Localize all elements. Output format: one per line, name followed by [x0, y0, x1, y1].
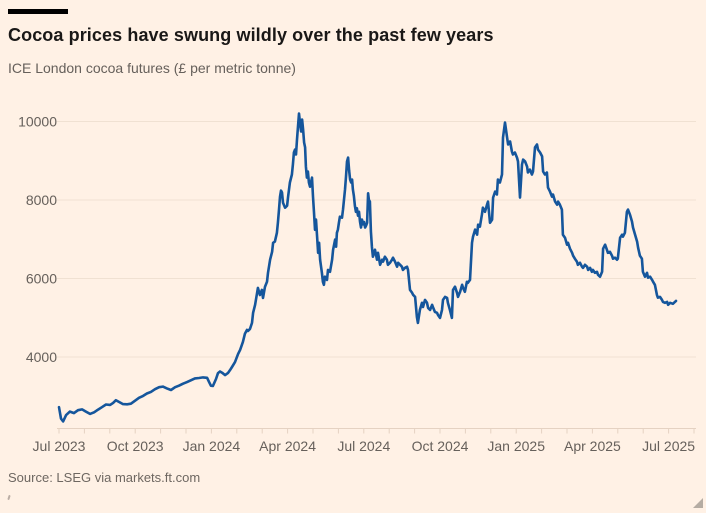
chart-title: Cocoa prices have swung wildly over the …	[8, 25, 494, 45]
y-tick-label: 10000	[18, 114, 57, 130]
x-axis	[57, 428, 696, 434]
ft-top-rule	[8, 9, 68, 14]
x-tick-label: Oct 2023	[107, 438, 164, 454]
price-line	[57, 112, 678, 423]
y-tick-label: 4000	[26, 349, 57, 365]
gridlines	[57, 121, 696, 358]
x-tick-label: Oct 2024	[412, 438, 469, 454]
source-credit: Source: LSEG via markets.ft.com	[8, 470, 201, 485]
price-line-series	[57, 112, 678, 423]
resize-grip-icon[interactable]	[693, 498, 703, 508]
x-tick-label: Apr 2024	[259, 438, 316, 454]
x-tick-label: Jan 2024	[183, 438, 241, 454]
x-tick-label: Jul 2025	[642, 438, 695, 454]
x-tick-label: Jul 2024	[337, 438, 390, 454]
chart-subtitle: ICE London cocoa futures (£ per metric t…	[8, 60, 296, 76]
y-tick-label: 8000	[26, 192, 57, 208]
x-tick-label: Apr 2025	[564, 438, 621, 454]
x-tick-label: Jul 2023	[33, 438, 86, 454]
x-tick-label: Jan 2025	[487, 438, 545, 454]
y-tick-label: 6000	[26, 271, 57, 287]
axis-labels: 4000 6000 8000 10000 Jul 2023 Oct 2023 Jan 202…	[18, 114, 695, 455]
